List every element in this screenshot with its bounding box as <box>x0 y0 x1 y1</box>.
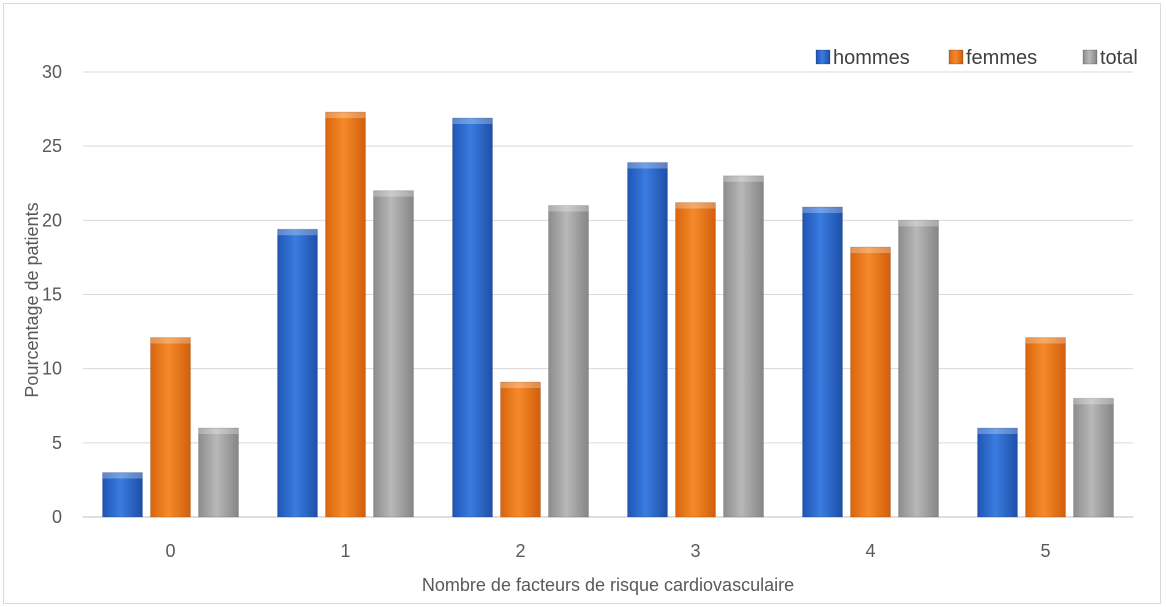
legend-item-hommes: hommes <box>815 47 910 69</box>
y-tick-label: 5 <box>52 433 62 453</box>
bar-hommes-1 <box>277 228 318 518</box>
bar-femmes-2 <box>500 381 541 518</box>
bar-total-0 <box>198 427 239 518</box>
legend-item-femmes: femmes <box>948 47 1037 69</box>
bar-hommes-4 <box>802 206 843 518</box>
y-axis-title: Pourcentage de patients <box>22 202 42 397</box>
bar-total-5 <box>1073 397 1114 518</box>
legend-swatch <box>1082 49 1098 65</box>
x-tick-label: 4 <box>865 541 875 561</box>
y-tick-label: 10 <box>42 359 62 379</box>
x-tick-label: 0 <box>165 541 175 561</box>
y-tick-label: 0 <box>52 507 62 527</box>
bar-femmes-0 <box>150 337 191 518</box>
bar-total-2 <box>548 205 589 518</box>
legend: hommes femmes total <box>815 47 1138 69</box>
legend-swatch <box>948 49 964 65</box>
y-tick-label: 30 <box>42 62 62 82</box>
bar-hommes-5 <box>977 427 1018 518</box>
bar-total-4 <box>898 219 939 518</box>
x-tick-label: 2 <box>515 541 525 561</box>
bar-femmes-1 <box>325 111 366 518</box>
x-tick-label: 3 <box>690 541 700 561</box>
gridlines <box>83 71 1133 518</box>
y-tick-label: 20 <box>42 210 62 230</box>
legend-swatch <box>815 49 831 65</box>
bar-total-3 <box>723 175 764 518</box>
bar-total-1 <box>373 190 414 518</box>
bar-hommes-0 <box>102 472 143 518</box>
bar-hommes-2 <box>452 117 493 518</box>
x-tick-label: 1 <box>340 541 350 561</box>
legend-label: femmes <box>966 47 1037 69</box>
bar-femmes-4 <box>850 246 891 518</box>
legend-label: total <box>1100 47 1138 69</box>
x-tick-label: 5 <box>1040 541 1050 561</box>
y-tick-label: 15 <box>42 285 62 305</box>
bar-femmes-3 <box>675 202 716 518</box>
y-tick-label: 25 <box>42 136 62 156</box>
x-axis-title: Nombre de facteurs de risque cardiovascu… <box>422 575 794 595</box>
bar-femmes-5 <box>1025 337 1066 518</box>
tick-labels: 0 5 10 15 20 25 30 0 1 2 3 4 5 <box>42 62 1051 561</box>
bars <box>102 111 1114 518</box>
legend-label: hommes <box>833 47 910 69</box>
bar-hommes-3 <box>627 161 668 518</box>
legend-item-total: total <box>1082 47 1138 69</box>
